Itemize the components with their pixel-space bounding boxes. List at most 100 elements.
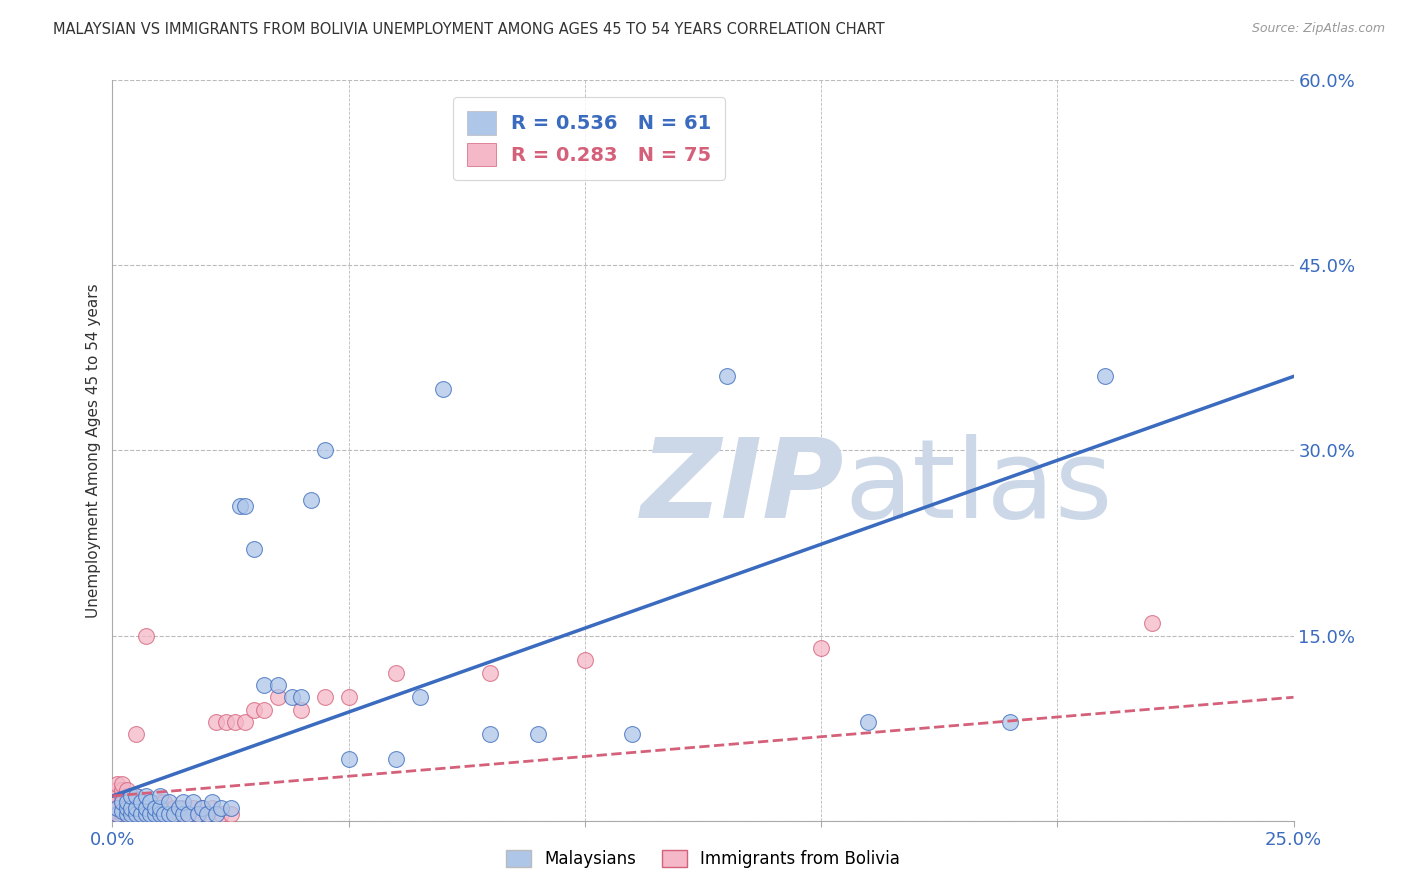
Point [135,804,157,818]
Point [233,714,256,729]
Point [135,807,157,822]
Point [139,807,162,822]
Text: Source: ZipAtlas.com: Source: ZipAtlas.com [1251,22,1385,36]
Point [105,801,128,815]
Point [810,640,832,655]
Text: atlas: atlas [845,434,1114,541]
Point [337,690,360,705]
Point [125,795,148,809]
Point [115,804,138,818]
Point [115,795,138,809]
Point [181,795,204,809]
Point [172,807,194,822]
Point [195,807,218,822]
Point [120,801,142,815]
Point [621,727,644,741]
Point [281,690,304,705]
Point [224,714,246,729]
Point [149,804,172,818]
Text: ZIP: ZIP [641,434,845,541]
Text: MALAYSIAN VS IMMIGRANTS FROM BOLIVIA UNEMPLOYMENT AMONG AGES 45 TO 54 YEARS CORR: MALAYSIAN VS IMMIGRANTS FROM BOLIVIA UNE… [53,22,884,37]
Point [299,492,322,507]
Point [143,807,166,822]
Point [135,789,157,803]
Point [120,807,142,822]
Point [120,789,142,803]
Point [129,795,152,809]
Point [385,752,408,766]
Point [243,703,266,717]
Legend: Malaysians, Immigrants from Bolivia: Malaysians, Immigrants from Bolivia [499,843,907,875]
Point [432,382,454,396]
Point [1094,369,1116,384]
Point [215,714,238,729]
Point [129,804,152,818]
Point [149,789,172,803]
Point [143,801,166,815]
Point [135,807,157,822]
Point [120,795,142,809]
Point [105,789,128,803]
Point [125,807,148,822]
Point [115,801,138,815]
Point [337,752,360,766]
Point [177,807,200,822]
Point [120,804,142,818]
Point [479,665,502,680]
Point [716,369,738,384]
Point [111,807,134,822]
Point [111,795,134,809]
Point [115,795,138,809]
Point [135,801,157,815]
Point [125,804,148,818]
Point [191,801,214,815]
Point [149,795,172,809]
Point [998,714,1021,729]
Point [167,807,190,822]
Point [314,443,336,458]
Point [105,807,128,822]
Point [149,807,172,822]
Point [267,678,290,692]
Point [105,807,128,822]
Point [201,795,224,809]
Point [205,807,228,822]
Point [115,807,138,822]
Point [125,801,148,815]
Point [201,801,224,815]
Point [105,776,128,791]
Point [153,795,176,809]
Point [314,690,336,705]
Point [105,801,128,815]
Point [111,804,134,818]
Point [209,807,232,822]
Point [111,795,134,809]
Point [115,807,138,822]
Point [120,801,142,815]
Point [253,703,276,717]
Point [129,807,152,822]
Point [135,628,157,642]
Point [111,776,134,791]
Point [115,782,138,797]
Point [101,807,124,822]
Point [195,807,218,822]
Point [125,807,148,822]
Point [115,801,138,815]
Point [219,807,242,822]
Point [157,807,180,822]
Point [479,727,502,741]
Point [290,703,312,717]
Point [139,807,162,822]
Point [243,542,266,557]
Point [181,801,204,815]
Point [120,807,142,822]
Point [205,714,228,729]
Point [191,801,214,815]
Point [290,690,312,705]
Point [101,801,124,815]
Point [385,665,408,680]
Point [157,795,180,809]
Point [186,807,208,822]
Point [172,801,194,815]
